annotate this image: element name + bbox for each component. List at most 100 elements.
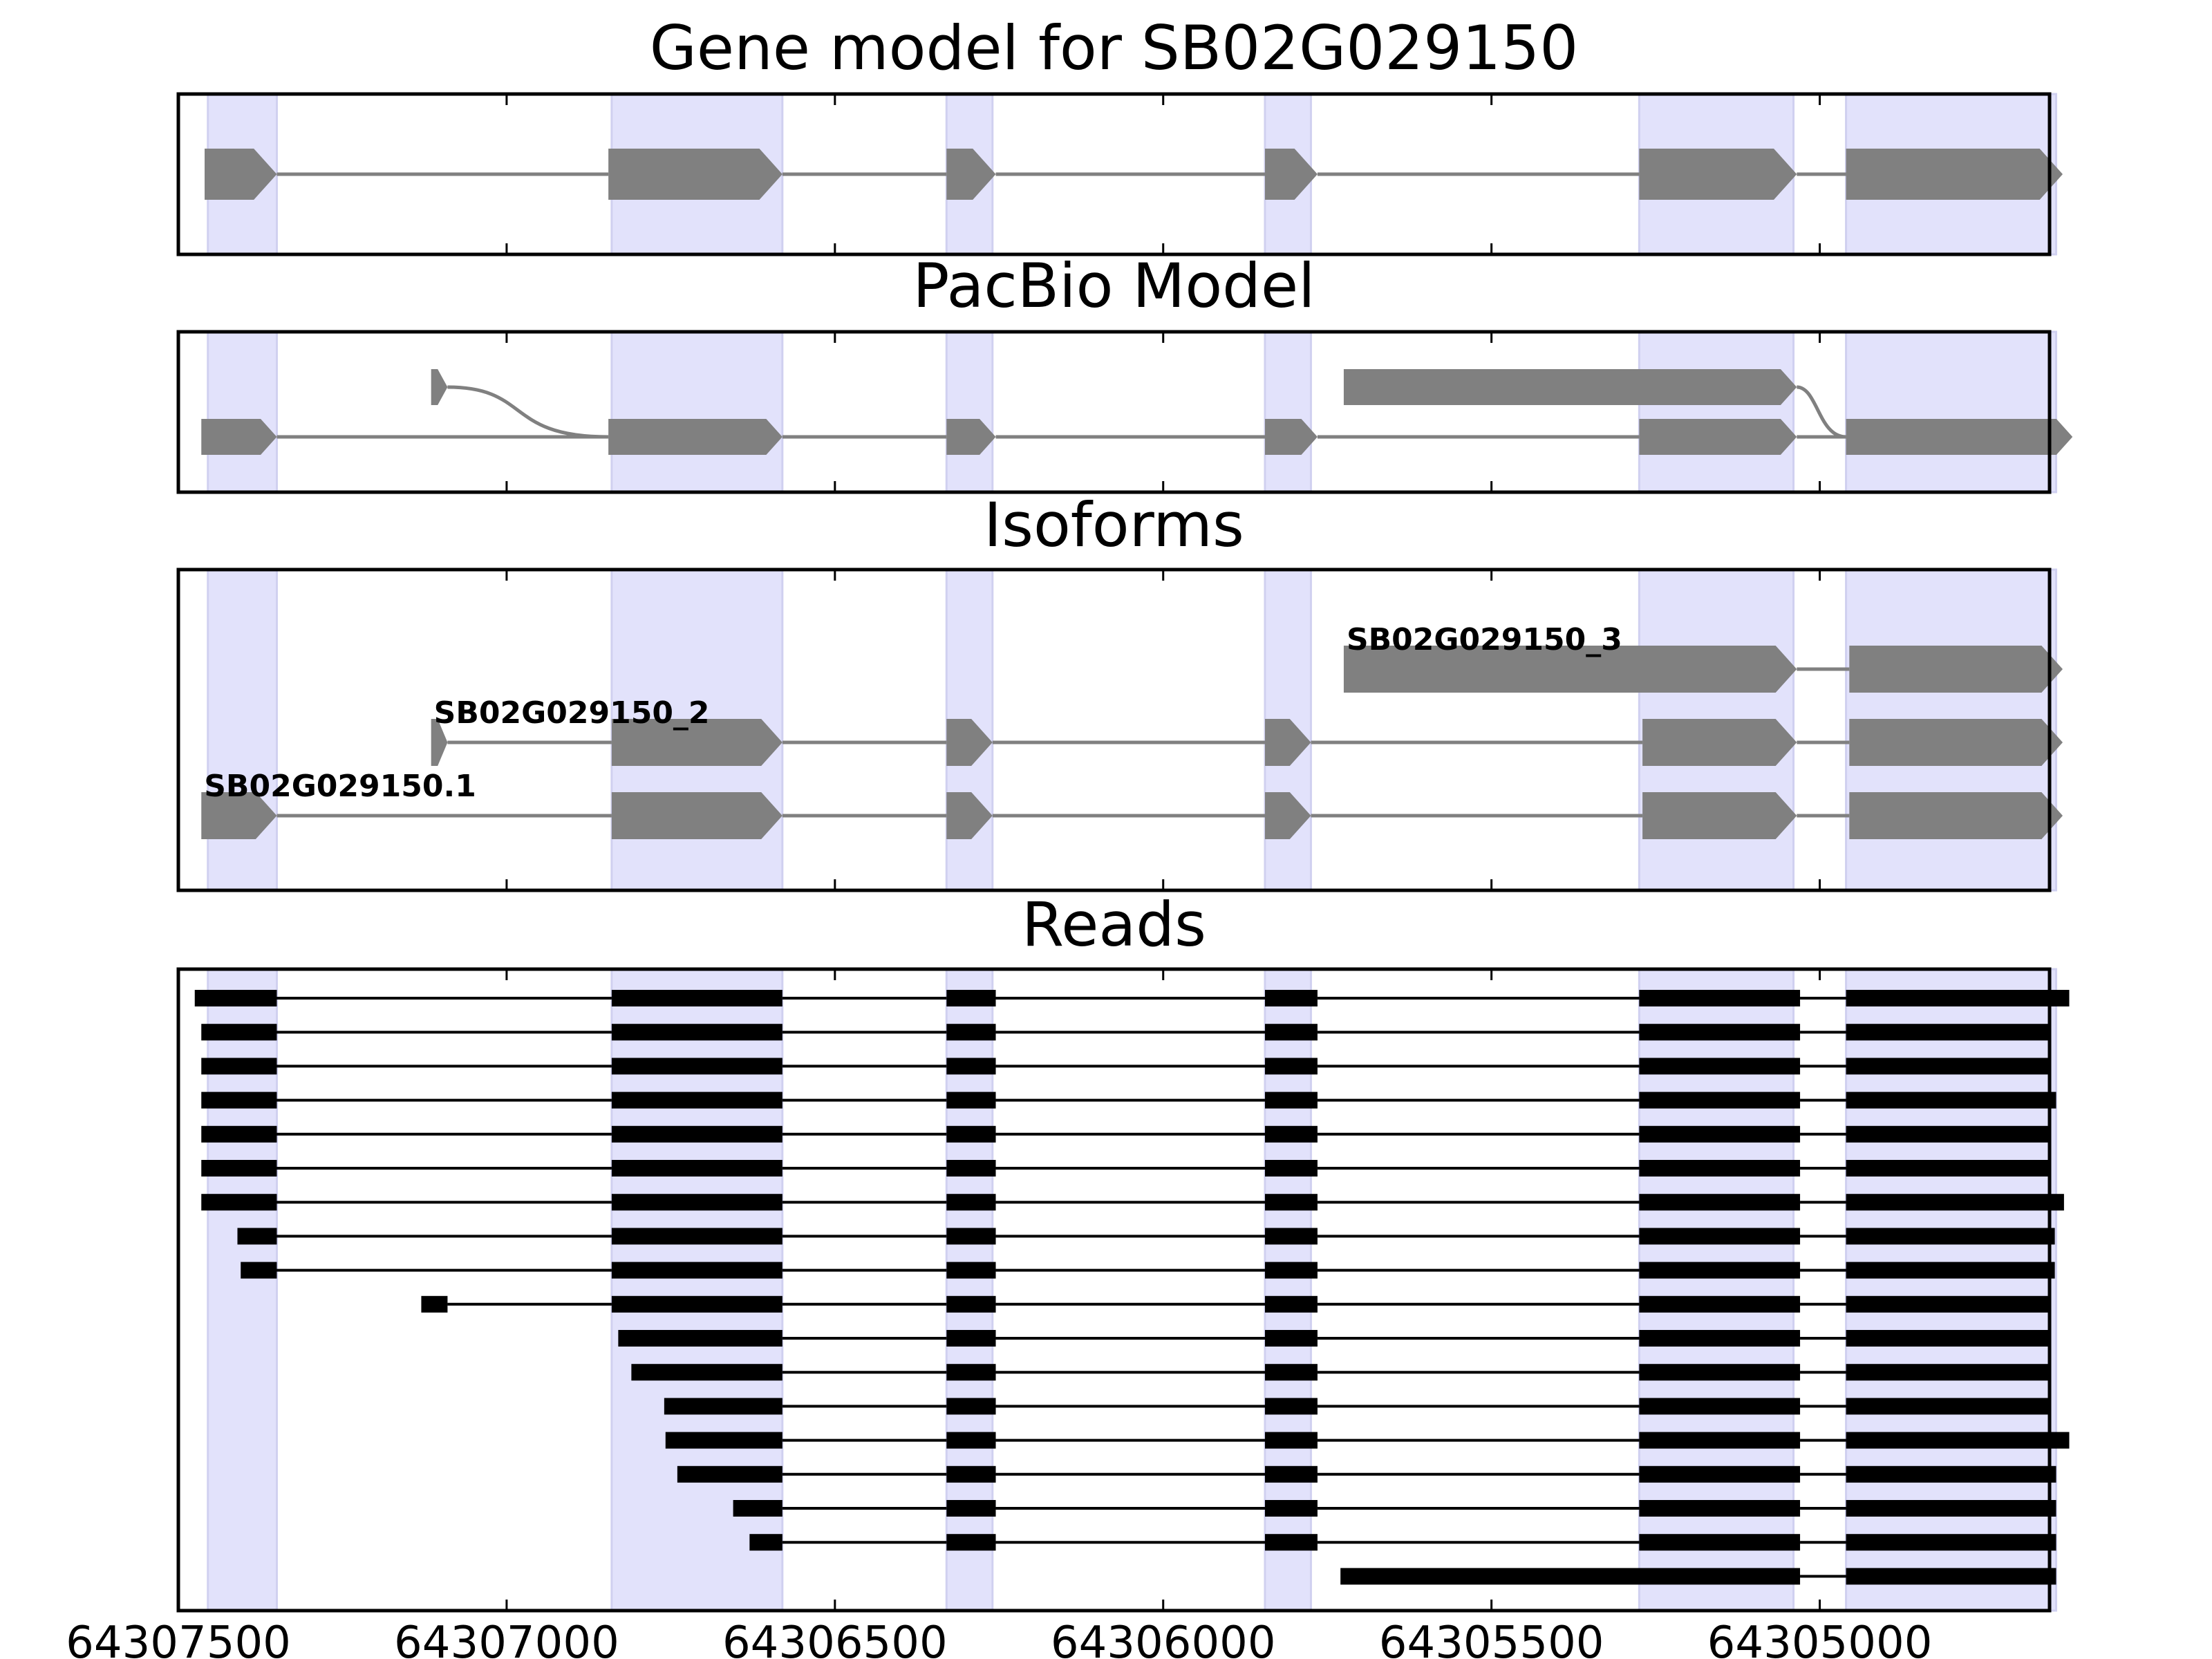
panel-4-read-5-block-4: [1264, 1125, 1318, 1143]
panel-4-read-2: [201, 1024, 2050, 1041]
panel-4-read-14-block-3: [1264, 1432, 1318, 1449]
panel-4-read-17-block-1: [749, 1534, 782, 1551]
panel-4-read-1-block-5: [1639, 990, 1801, 1006]
panel-4-read-6-block-6: [1846, 1160, 2049, 1177]
panel-4-read-17-block-4: [1639, 1534, 1801, 1551]
panel-4-read-10-block-5: [1639, 1295, 1801, 1313]
panel-4-read-18-block-2: [1846, 1568, 2056, 1585]
panel-1-transcript-1-exon-4: [1264, 149, 1318, 200]
panel-3-transcript-2-exon-5: [1642, 719, 1797, 766]
panel-2-exon-band-4: [1264, 330, 1312, 494]
panel-4-read-2-block-6: [1846, 1024, 2050, 1041]
panel-2-transcript-1-exon-5: [1639, 419, 1797, 455]
panel-4-read-10-block-4: [1264, 1295, 1318, 1313]
x-tick-label-5: 64305500: [1379, 1618, 1604, 1659]
panel-4-read-14-block-5: [1846, 1432, 2070, 1449]
panel-4-read-4-block-1: [201, 1091, 277, 1109]
panel-4-read-11-block-3: [1264, 1330, 1318, 1347]
panel-4-read-2-block-4: [1264, 1024, 1318, 1041]
panel-2-alt-end-connector: [1796, 385, 1846, 439]
panel-2-exon-band-5: [1638, 330, 1795, 494]
panel-1-transcript-1-exon-6: [1846, 149, 2063, 200]
panel-4-read-2-block-5: [1639, 1024, 1801, 1041]
panel-2-transcript-2-exon-1: [431, 369, 448, 405]
panel-4-read-10-block-3: [946, 1295, 996, 1313]
panel-4-read-13-block-3: [1264, 1398, 1318, 1415]
panel-4-read-18: [1340, 1568, 2056, 1585]
panel-2-title: PacBio Model: [912, 250, 1315, 321]
panel-2-exon-band-3: [945, 330, 994, 494]
panel-4-read-6-block-2: [611, 1160, 782, 1177]
panel-1-frame: [176, 92, 2052, 256]
panel-4-read-4-block-5: [1639, 1091, 1801, 1109]
panel-2-exon-band-6: [1845, 330, 2057, 494]
panel-4-read-5: [201, 1125, 2049, 1143]
panel-4-read-8-block-1: [237, 1228, 277, 1245]
panel-4-read-15-block-1: [677, 1465, 782, 1483]
panel-4-read-15-block-3: [1264, 1465, 1318, 1483]
panel-4-read-16-block-5: [1846, 1500, 2056, 1517]
panel-4-read-17-block-5: [1846, 1534, 2056, 1551]
panel-4-read-13-block-5: [1846, 1398, 2051, 1415]
panel-4-read-1-block-2: [611, 990, 782, 1006]
panel-4-read-4-block-3: [946, 1091, 996, 1109]
panel-4-read-8-block-6: [1846, 1228, 2055, 1245]
panel-4-read-14-block-4: [1639, 1432, 1801, 1449]
panel-4-read-18-block-1: [1340, 1568, 1801, 1585]
panel-4-read-10-block-6: [1846, 1295, 2050, 1313]
panel-4-read-6: [201, 1160, 2049, 1177]
panel-3-transcript-1-exon-4: [1264, 792, 1311, 839]
panel-4-read-16: [733, 1500, 2056, 1517]
panel-4-read-2-block-1: [201, 1024, 277, 1041]
panel-4-read-7-block-2: [611, 1194, 782, 1211]
panel-4-read-17-block-3: [1264, 1534, 1318, 1551]
panel-4-read-6-block-1: [201, 1160, 277, 1177]
panel-4-read-1-block-3: [946, 990, 996, 1006]
panel-4-read-7-block-3: [946, 1194, 996, 1211]
panel-2: PacBio Model: [176, 250, 2073, 494]
panel-1-transcript-1-exon-3: [946, 149, 996, 200]
panel-4-read-7-block-5: [1639, 1194, 1801, 1211]
panel-4-read-10-block-1: [421, 1295, 448, 1313]
panel-4-read-3-block-2: [611, 1058, 782, 1075]
panel-4-read-11-block-2: [946, 1330, 996, 1347]
panel-2-exon-band-1: [207, 330, 278, 494]
x-tick-label-3: 64306500: [722, 1618, 948, 1659]
panel-4-read-8-block-3: [946, 1228, 996, 1245]
panel-3-isoform-label-2: SB02G029150_2: [434, 695, 710, 731]
panel-2-transcript-1-exon-1: [201, 419, 277, 455]
panel-3-transcript-2-exon-6: [1849, 719, 2063, 766]
panel-4-read-7-block-6: [1846, 1194, 2064, 1211]
panel-3-isoform-label-1: SB02G029150.1: [204, 769, 476, 804]
panel-4-read-12-block-2: [946, 1364, 996, 1381]
panel-4-read-4-block-4: [1264, 1091, 1318, 1109]
panel-4-read-15: [677, 1465, 2056, 1483]
panel-4-read-9-block-5: [1639, 1262, 1801, 1279]
panel-4-read-15-block-2: [946, 1465, 996, 1483]
panel-4-read-3-block-6: [1846, 1058, 2051, 1075]
panel-4-read-11-block-5: [1846, 1330, 2051, 1347]
panel-2-frame: [176, 330, 2052, 494]
x-tick-label-6: 64305000: [1707, 1618, 1933, 1659]
panel-4-read-7-block-4: [1264, 1194, 1318, 1211]
panel-3-transcript-1-exon-1: [201, 792, 277, 839]
panel-4-read-15-block-4: [1639, 1465, 1801, 1483]
panel-4-read-1-block-6: [1846, 990, 2070, 1006]
panel-4-read-4: [201, 1091, 2056, 1109]
panel-4-read-14-block-1: [665, 1432, 782, 1449]
panel-3: Isoforms SB02G029150.1 SB02G029150_2 SB02G0…: [176, 489, 2063, 892]
panel-2-transcript-1-exon-3: [946, 419, 996, 455]
panel-3-transcript-2-exon-2: [611, 719, 782, 766]
panel-4-read-16-block-4: [1639, 1500, 1801, 1517]
panel-3-transcript-2-exon-1: [431, 719, 448, 766]
panel-4-read-6-block-4: [1264, 1160, 1318, 1177]
panel-4-read-3-block-1: [201, 1058, 277, 1075]
panel-4-read-13-block-1: [664, 1398, 782, 1415]
panel-1: Gene model for SB02G029150: [176, 12, 2063, 256]
panel-1-title: Gene model for SB02G029150: [650, 12, 1579, 84]
panel-4-read-11-block-1: [618, 1330, 782, 1347]
panel-4-read-5-block-2: [611, 1125, 782, 1143]
panel-4-read-17-block-2: [946, 1534, 996, 1551]
panel-4-read-4-block-6: [1846, 1091, 2056, 1109]
